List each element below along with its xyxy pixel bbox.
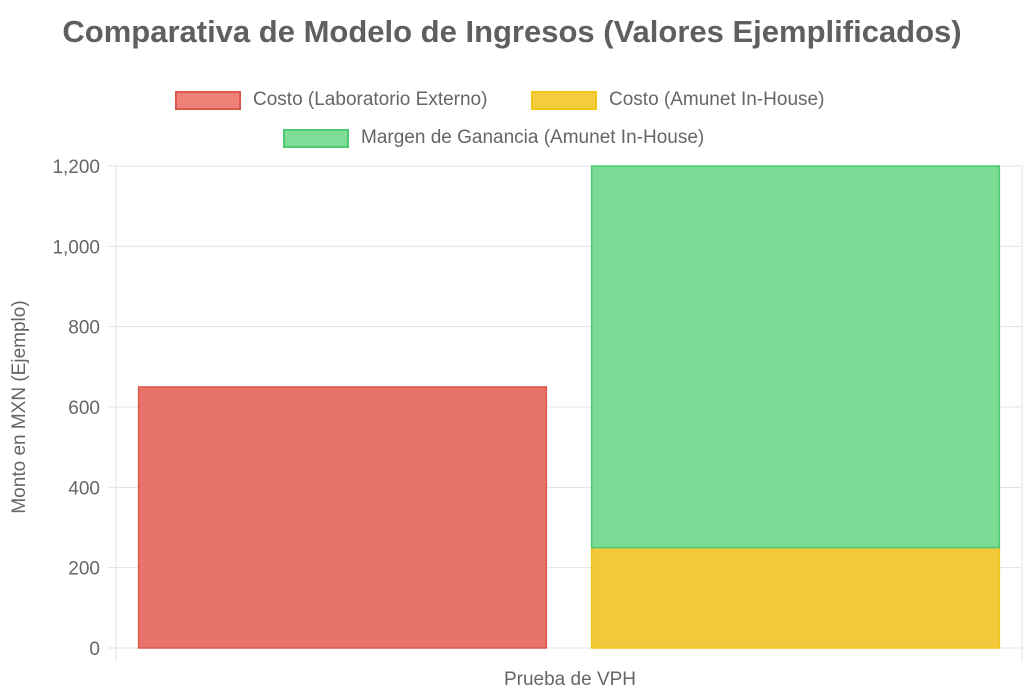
y-tick-label: 200 [68, 559, 100, 580]
legend-swatch-margen-inhouse [283, 128, 349, 148]
legend-label-margen-inhouse: Margen de Ganancia (Amunet In-House) [361, 127, 705, 148]
x-axis-category-label: Prueba de VPH [504, 669, 636, 690]
chart-title: Comparativa de Modelo de Ingresos (Valor… [62, 14, 962, 49]
legend-swatch-costo-inhouse [531, 90, 597, 110]
y-tick-label: 800 [68, 318, 100, 339]
legend-swatch-costo-externo [175, 90, 241, 110]
bar-costo-externo[interactable] [137, 386, 548, 649]
legend-label-costo-externo: Costo (Laboratorio Externo) [253, 89, 488, 110]
bar-costo-inhouse[interactable] [590, 546, 1001, 649]
y-axis-ticks: 0 200 400 600 800 1,000 1,200 [52, 157, 100, 660]
y-tick-label: 0 [89, 639, 100, 660]
y-tick-label: 1,200 [52, 157, 100, 178]
y-tick-label: 400 [68, 478, 100, 499]
y-tick-label: 600 [68, 398, 100, 419]
legend-item-costo-externo[interactable]: Costo (Laboratorio Externo) [175, 89, 487, 111]
legend-item-costo-inhouse[interactable]: Costo (Amunet In-House) [531, 89, 824, 111]
y-tick-label: 1,000 [52, 237, 100, 258]
legend-item-margen-inhouse[interactable]: Margen de Ganancia (Amunet In-House) [283, 127, 704, 149]
bar-margen-inhouse[interactable] [590, 165, 1001, 549]
bars [137, 165, 1001, 649]
legend-label-costo-inhouse: Costo (Amunet In-House) [609, 89, 825, 110]
y-axis-label: Monto en MXN (Ejemplo) [9, 300, 30, 513]
